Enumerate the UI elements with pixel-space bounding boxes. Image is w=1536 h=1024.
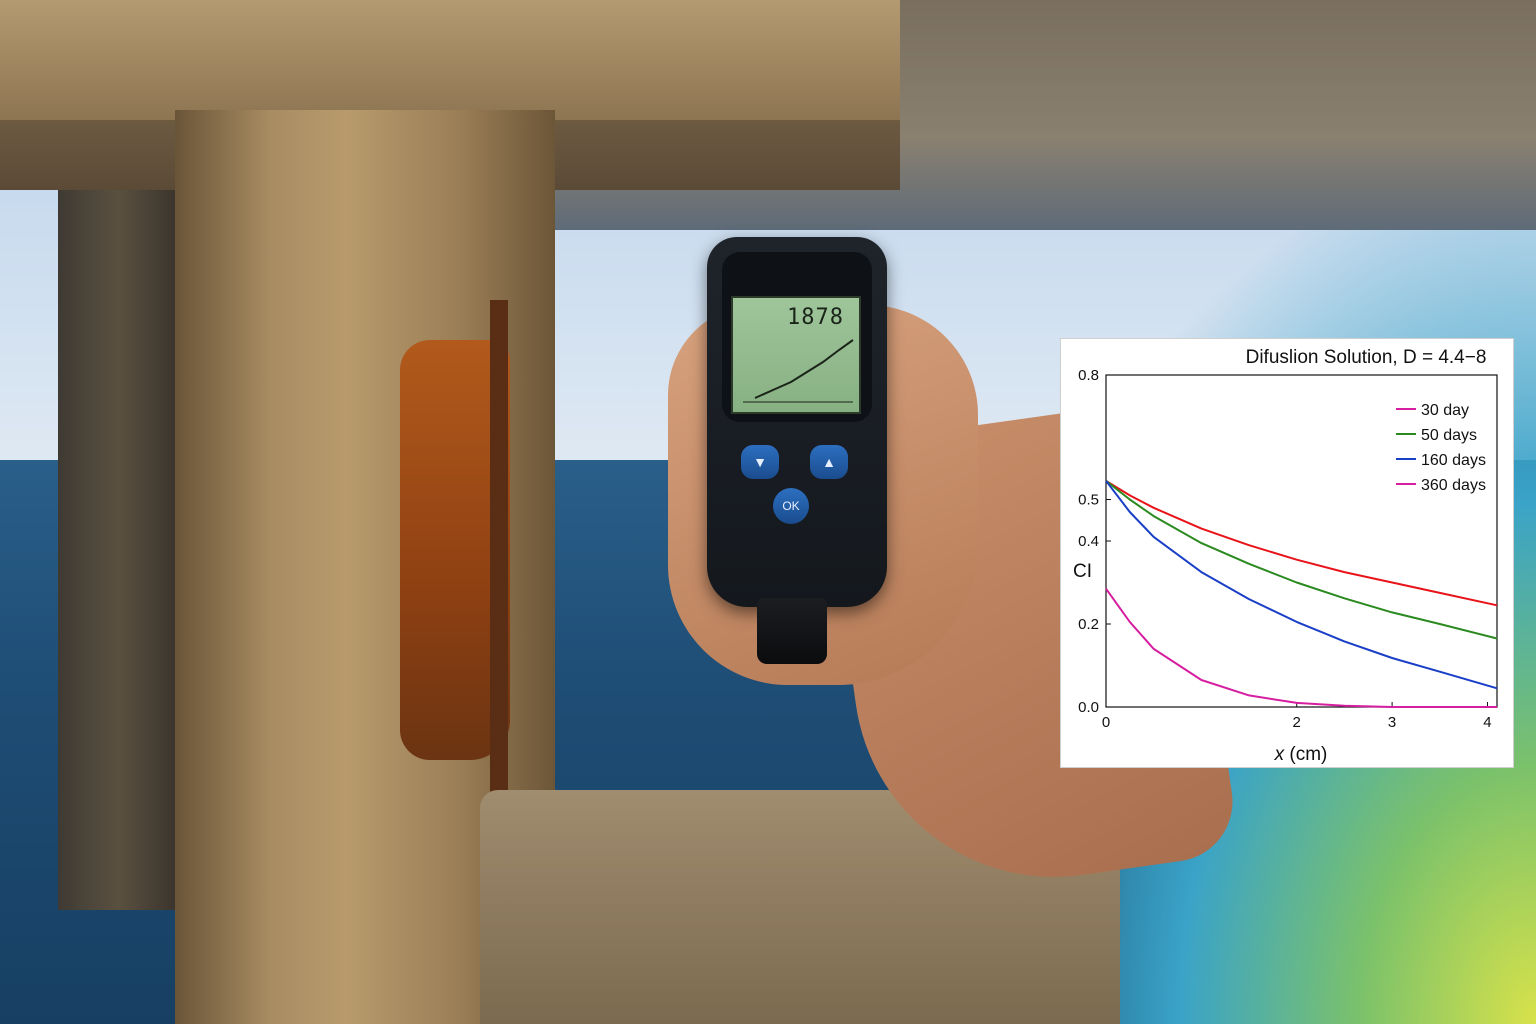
series-line — [1105, 588, 1497, 708]
legend-label: 50 days — [1421, 427, 1477, 444]
meter-screen — [731, 296, 861, 414]
y-axis-label: CI — [1073, 561, 1092, 582]
series-line — [1105, 480, 1498, 640]
legend-label: 360 days — [1421, 477, 1486, 494]
concrete-pillar-back — [58, 190, 178, 910]
concrete-beam-top — [0, 0, 900, 124]
legend-label: 160 days — [1421, 452, 1486, 469]
legend-label: 30 day — [1421, 402, 1469, 419]
y-tick-label: 0.0 — [1078, 699, 1099, 716]
meter-down-button[interactable]: ▼ — [741, 445, 779, 479]
chart-panel: Difuslion Solution, D = 4.4−8 0 2 3 4 0.0 0.2… — [1060, 338, 1514, 768]
x-tick-label: 2 — [1293, 714, 1301, 731]
x-tick-label: 0 — [1102, 714, 1110, 731]
meter-ok-button[interactable]: OK — [773, 488, 809, 524]
x-tick-label: 3 — [1388, 714, 1396, 731]
meter-trend-graph — [743, 339, 854, 403]
x-tick-label: 4 — [1483, 714, 1491, 731]
chart-title: Difuslion Solution, D = 4.4−8 — [1246, 347, 1487, 368]
x-axis-label-unit: (cm) — [1284, 744, 1327, 765]
y-tick-label: 0.2 — [1078, 616, 1099, 633]
y-tick-label: 0.5 — [1078, 492, 1099, 509]
x-axis-label-variable: x — [1274, 744, 1286, 765]
y-tick-label: 0.8 — [1078, 367, 1099, 384]
meter-probe — [757, 598, 827, 664]
meter-reading: 1878 — [787, 305, 844, 330]
diffusion-chart: Difuslion Solution, D = 4.4−8 0 2 3 4 0.0 0.2… — [1073, 347, 1498, 765]
meter-up-button[interactable]: ▲ — [810, 445, 848, 479]
x-axis-label: x (cm) — [1274, 744, 1328, 765]
y-tick-label: 0.4 — [1078, 533, 1099, 550]
series-line — [1105, 479, 1498, 607]
exposed-rebar — [490, 300, 508, 920]
series-line — [1105, 480, 1498, 690]
